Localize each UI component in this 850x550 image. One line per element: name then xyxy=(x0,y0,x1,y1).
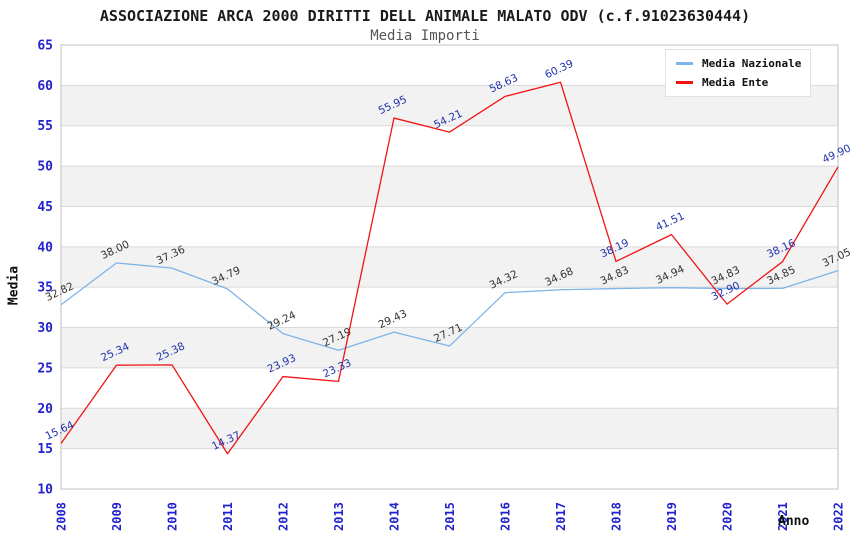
background-band xyxy=(61,166,838,207)
legend-label-media-nazionale: Media Nazionale xyxy=(702,56,802,70)
background-band xyxy=(61,367,838,409)
chart-subtitle: Media Importi xyxy=(370,28,480,44)
x-tick-label: 2008 xyxy=(55,502,69,531)
series-line-media-ente xyxy=(60,81,839,455)
y-tick-label: 15 xyxy=(37,442,53,457)
background-band xyxy=(61,448,838,489)
legend-label-media-ente: Media Ente xyxy=(702,76,769,90)
series-line-media-nazionale xyxy=(60,262,839,351)
y-tick-label: 50 xyxy=(37,160,53,175)
y-tick-label: 35 xyxy=(37,281,53,296)
background-band xyxy=(61,327,838,368)
x-tick-label: 2012 xyxy=(277,502,291,531)
x-tick-label: 2020 xyxy=(721,502,735,531)
x-tick-label: 2011 xyxy=(221,502,235,531)
background-band xyxy=(61,408,838,449)
x-tick-label: 2018 xyxy=(610,502,624,531)
y-tick-label: 65 xyxy=(37,39,53,54)
y-tick-label: 45 xyxy=(37,200,53,215)
y-tick-label: 30 xyxy=(37,321,53,336)
media-ente-line-swatch-icon xyxy=(676,81,693,85)
y-axis-title: Media xyxy=(6,265,22,306)
x-tick-label: 2014 xyxy=(388,502,402,531)
x-tick-label: 2021 xyxy=(776,502,790,531)
x-tick-label: 2016 xyxy=(499,502,513,531)
x-tick-label: 2015 xyxy=(443,502,457,531)
background-band xyxy=(61,287,838,328)
y-tick-label: 60 xyxy=(37,79,53,94)
plot-border xyxy=(60,44,839,490)
y-tick-label: 20 xyxy=(37,402,53,417)
y-tick-label: 40 xyxy=(37,240,53,255)
x-axis-title: Anno xyxy=(778,514,810,529)
chart-title: ASSOCIAZIONE ARCA 2000 DIRITTI DELL ANIM… xyxy=(99,7,751,25)
x-tick-label: 2009 xyxy=(110,502,124,531)
legend-item-media-nazionale: Media Nazionale xyxy=(676,57,810,70)
x-tick-label: 2010 xyxy=(166,502,180,531)
x-tick-label: 2022 xyxy=(832,502,846,531)
x-tick-label: 2017 xyxy=(554,502,568,531)
y-tick-label: 55 xyxy=(37,119,53,134)
legend-item-media-ente: Media Ente xyxy=(676,76,810,89)
legend: Media Nazionale Media Ente xyxy=(665,49,811,97)
background-band xyxy=(61,206,838,247)
y-tick-label: 10 xyxy=(37,483,53,498)
y-tick-label: 25 xyxy=(37,361,53,376)
x-tick-label: 2013 xyxy=(332,502,346,531)
media-nazionale-line-swatch-icon xyxy=(676,61,693,65)
x-tick-label: 2019 xyxy=(665,502,679,531)
